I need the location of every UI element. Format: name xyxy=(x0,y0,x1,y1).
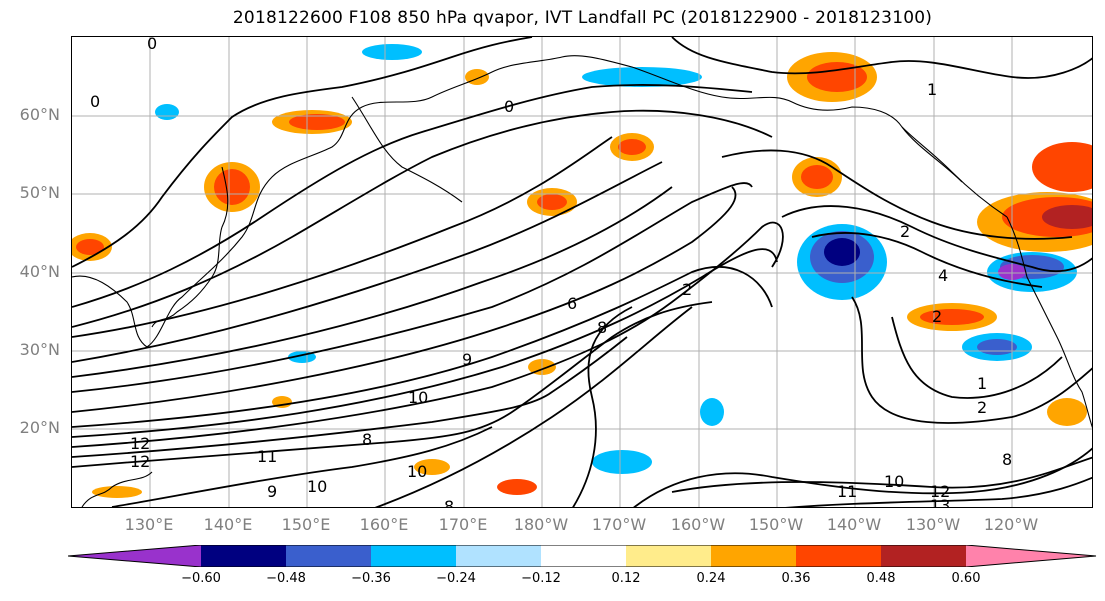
colorbar-tick: 0.12 xyxy=(611,571,641,586)
colorbar-segment xyxy=(966,545,1096,567)
contour-label: 2 xyxy=(900,222,910,241)
contour-label: 8 xyxy=(444,497,454,508)
contour-label: 0 xyxy=(90,92,100,111)
map-title: 2018122600 F108 850 hPa qvapor, IVT Land… xyxy=(232,8,933,28)
contour-label: 11 xyxy=(257,447,277,466)
colorbar-segment xyxy=(201,545,286,567)
contour-lines xyxy=(72,37,1092,507)
lon-label: 120°W xyxy=(983,515,1039,534)
colorbar-tick: −0.24 xyxy=(436,571,476,586)
lon-label: 160°E xyxy=(359,515,409,534)
contour-label: 10 xyxy=(408,388,428,407)
contour-label: 12 xyxy=(130,452,150,471)
contour-label: 10 xyxy=(884,472,904,491)
contour-label: 8 xyxy=(597,318,607,337)
contour-label: 8 xyxy=(1002,450,1012,469)
colorbar-tick: 0.36 xyxy=(781,571,811,586)
contour-label-group: 0 0 0 1 2 4 2 1 2 6 8 9 10 12 11 9 10 10… xyxy=(90,37,1012,508)
contour-label: 10 xyxy=(307,477,327,496)
lon-label: 170°E xyxy=(438,515,488,534)
colorbar-tick: 0.48 xyxy=(866,571,896,586)
map-panel: 0 0 0 1 2 4 2 1 2 6 8 9 10 12 11 9 10 10… xyxy=(71,36,1093,508)
colorbar-segment xyxy=(68,545,201,567)
colorbar-tick: −0.48 xyxy=(266,571,306,586)
lon-label: 140°W xyxy=(826,515,882,534)
colorbar-segment xyxy=(371,545,456,567)
lat-label: 50°N xyxy=(19,183,60,202)
contour-label: 2 xyxy=(682,280,692,299)
contour-label: 11 xyxy=(837,482,857,501)
lat-label: 30°N xyxy=(19,340,60,359)
contour-label: 9 xyxy=(267,482,277,501)
lon-label: 130°W xyxy=(905,515,961,534)
lon-label: 170°W xyxy=(591,515,647,534)
lat-label: 60°N xyxy=(19,105,60,124)
lon-label: 150°E xyxy=(281,515,331,534)
colorbar-tick: −0.36 xyxy=(351,571,391,586)
contour-label: 8 xyxy=(362,430,372,449)
colorbar-segment xyxy=(456,545,541,567)
map-canvas: 0 0 0 1 2 4 2 1 2 6 8 9 10 12 11 9 10 10… xyxy=(72,37,1092,508)
colorbar-segment xyxy=(541,545,626,567)
colorbar-tick: −0.12 xyxy=(521,571,561,586)
contour-label: 10 xyxy=(407,462,427,481)
colorbar xyxy=(68,545,1097,567)
contour-label: 0 xyxy=(147,37,157,53)
contour-label: 12 xyxy=(130,434,150,453)
colorbar-tick: 0.60 xyxy=(951,571,981,586)
contour-label: 1 xyxy=(927,80,937,99)
colorbar-segment xyxy=(796,545,881,567)
lon-label: 130°E xyxy=(124,515,174,534)
lat-label: 20°N xyxy=(19,418,60,437)
lon-label: 140°E xyxy=(203,515,253,534)
contour-label: 2 xyxy=(977,398,987,417)
lon-label: 150°W xyxy=(748,515,804,534)
contour-label: 12 xyxy=(930,482,950,501)
colorbar-segment xyxy=(711,545,796,567)
lon-label: 160°W xyxy=(670,515,726,534)
contour-label: 1 xyxy=(977,374,987,393)
contour-label: 6 xyxy=(567,294,577,313)
lon-label: 180°W xyxy=(513,515,569,534)
contour-label: 4 xyxy=(938,266,948,285)
colorbar-tick: 0.24 xyxy=(696,571,726,586)
contour-label: 0 xyxy=(504,97,514,116)
contour-label: 2 xyxy=(932,307,942,326)
colorbar-segment xyxy=(286,545,371,567)
colorbar-tick: −0.60 xyxy=(181,571,221,586)
lat-label: 40°N xyxy=(19,262,60,281)
graticule xyxy=(72,37,1092,507)
contour-label: 13 xyxy=(930,496,950,508)
colorbar-segment xyxy=(626,545,711,567)
colorbar-segment xyxy=(881,545,966,567)
contour-label: 9 xyxy=(462,350,472,369)
